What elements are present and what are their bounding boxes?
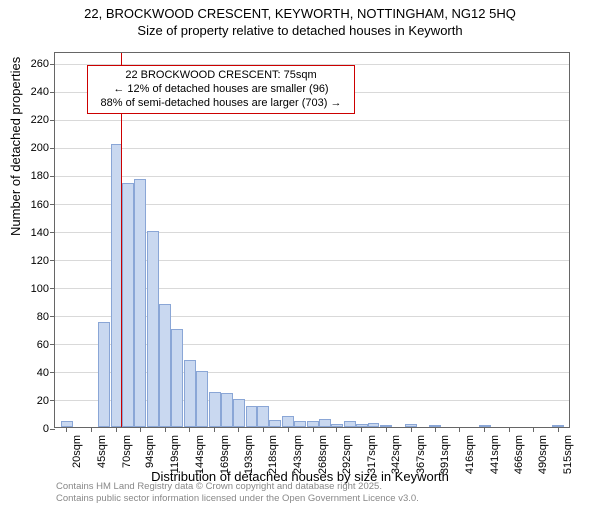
xtick-mark bbox=[361, 427, 362, 432]
xtick-mark bbox=[484, 427, 485, 432]
xtick-mark bbox=[263, 427, 264, 432]
histogram-bar bbox=[184, 360, 196, 427]
annotation-line-3: 88% of semi-detached houses are larger (… bbox=[94, 97, 348, 111]
ytick-mark bbox=[50, 429, 55, 430]
xtick-mark bbox=[411, 427, 412, 432]
histogram-bar bbox=[233, 399, 245, 427]
xtick-mark bbox=[459, 427, 460, 432]
histogram-bar bbox=[171, 329, 183, 427]
ytick-mark bbox=[50, 316, 55, 317]
histogram-bar bbox=[282, 416, 294, 427]
chart-title-line1: 22, BROCKWOOD CRESCENT, KEYWORTH, NOTTIN… bbox=[0, 6, 600, 23]
histogram-bar bbox=[319, 419, 331, 427]
histogram-bar bbox=[294, 421, 306, 427]
ytick-mark bbox=[50, 120, 55, 121]
ytick-label: 100 bbox=[19, 283, 49, 295]
ytick-mark bbox=[50, 260, 55, 261]
xtick-mark bbox=[238, 427, 239, 432]
ytick-label: 160 bbox=[19, 199, 49, 211]
ytick-mark bbox=[50, 92, 55, 93]
annotation-line-2: ← 12% of detached houses are smaller (96… bbox=[94, 83, 348, 97]
chart-title-line2: Size of property relative to detached ho… bbox=[0, 23, 600, 38]
ytick-label: 200 bbox=[19, 142, 49, 154]
xtick-mark bbox=[91, 427, 92, 432]
xtick-label: 94sqm bbox=[144, 435, 156, 468]
histogram-bar bbox=[246, 406, 258, 427]
ytick-label: 240 bbox=[19, 86, 49, 98]
ytick-label: 140 bbox=[19, 227, 49, 239]
ytick-mark bbox=[50, 148, 55, 149]
caption-line2: Contains public sector information licen… bbox=[56, 493, 419, 504]
xtick-mark bbox=[336, 427, 337, 432]
gridline bbox=[55, 176, 569, 177]
histogram-bar bbox=[196, 371, 208, 427]
ytick-mark bbox=[50, 64, 55, 65]
caption: Contains HM Land Registry data © Crown c… bbox=[56, 481, 419, 504]
ytick-label: 40 bbox=[19, 367, 49, 379]
ytick-mark bbox=[50, 232, 55, 233]
xtick-label: 119sqm bbox=[169, 435, 181, 473]
gridline bbox=[55, 120, 569, 121]
xtick-mark bbox=[66, 427, 67, 432]
xtick-mark bbox=[214, 427, 215, 432]
annotation-box: 22 BROCKWOOD CRESCENT: 75sqm← 12% of det… bbox=[87, 65, 355, 114]
xtick-label: 20sqm bbox=[71, 435, 83, 468]
histogram-bar bbox=[344, 421, 356, 427]
ytick-label: 20 bbox=[19, 395, 49, 407]
histogram-bar bbox=[257, 406, 269, 427]
histogram-bar bbox=[209, 392, 221, 427]
ytick-label: 180 bbox=[19, 170, 49, 182]
ytick-label: 120 bbox=[19, 255, 49, 267]
histogram-bar bbox=[134, 179, 146, 427]
histogram-bar bbox=[221, 393, 233, 427]
xtick-mark bbox=[533, 427, 534, 432]
histogram-bar bbox=[98, 322, 110, 427]
xtick-mark bbox=[140, 427, 141, 432]
histogram-bar bbox=[147, 231, 159, 427]
gridline bbox=[55, 148, 569, 149]
histogram-bar bbox=[159, 304, 171, 427]
xtick-mark bbox=[386, 427, 387, 432]
xtick-mark bbox=[165, 427, 166, 432]
ytick-mark bbox=[50, 176, 55, 177]
ytick-label: 60 bbox=[19, 339, 49, 351]
ytick-mark bbox=[50, 344, 55, 345]
xtick-mark bbox=[313, 427, 314, 432]
xtick-mark bbox=[435, 427, 436, 432]
xtick-mark bbox=[509, 427, 510, 432]
xtick-mark bbox=[116, 427, 117, 432]
ytick-label: 260 bbox=[19, 58, 49, 70]
ytick-mark bbox=[50, 204, 55, 205]
ytick-label: 80 bbox=[19, 311, 49, 323]
histogram-bar bbox=[122, 183, 134, 427]
ytick-label: 0 bbox=[19, 423, 49, 435]
caption-line1: Contains HM Land Registry data © Crown c… bbox=[56, 481, 419, 492]
annotation-line-1: 22 BROCKWOOD CRESCENT: 75sqm bbox=[94, 69, 348, 83]
chart-area: 02040608010012014016018020022024026020sq… bbox=[54, 52, 570, 428]
ytick-mark bbox=[50, 372, 55, 373]
histogram-bar bbox=[368, 423, 380, 427]
xtick-label: 45sqm bbox=[96, 435, 108, 468]
ytick-label: 220 bbox=[19, 114, 49, 126]
xtick-label: 70sqm bbox=[121, 435, 133, 468]
xtick-mark bbox=[288, 427, 289, 432]
ytick-mark bbox=[50, 288, 55, 289]
xtick-mark bbox=[558, 427, 559, 432]
ytick-mark bbox=[50, 400, 55, 401]
histogram-bar bbox=[269, 420, 281, 427]
xtick-mark bbox=[189, 427, 190, 432]
plot-area: 02040608010012014016018020022024026020sq… bbox=[54, 52, 570, 428]
